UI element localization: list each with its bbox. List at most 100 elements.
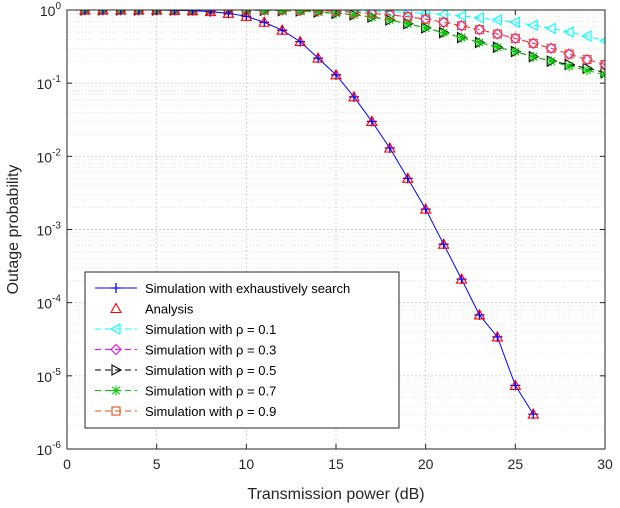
data-point xyxy=(473,308,486,320)
data-point xyxy=(492,29,502,39)
x-tick-label: 30 xyxy=(597,456,613,472)
data-point xyxy=(330,68,342,80)
data-point xyxy=(114,10,127,15)
x-axis-label: Transmission power (dB) xyxy=(247,486,424,503)
legend-label: Simulation with ρ = 0.7 xyxy=(145,384,276,399)
ticks: 0 5 10 15 20 25 30 100 10-1 10-2 10-3 10-4 10-5 10-6 xyxy=(37,1,613,472)
data-point xyxy=(421,14,431,24)
data-point xyxy=(420,22,431,33)
data-point xyxy=(365,115,378,126)
series-layer xyxy=(78,10,605,420)
x-tick-label: 15 xyxy=(328,456,344,472)
data-point xyxy=(509,16,520,29)
legend: Simulation with exhaustively search Analy… xyxy=(84,271,400,429)
data-point xyxy=(474,25,485,35)
data-point xyxy=(384,15,395,26)
data-point xyxy=(313,10,323,16)
legend-label: Simulation with exhaustively search xyxy=(145,281,350,296)
data-point xyxy=(474,37,485,48)
x-tick-label: 25 xyxy=(508,456,524,472)
data-point xyxy=(455,19,468,32)
x-tick-label: 10 xyxy=(239,456,255,472)
x-tick-label: 20 xyxy=(418,456,434,472)
data-point xyxy=(509,379,522,390)
data-point xyxy=(455,272,468,284)
data-point xyxy=(563,26,574,38)
data-point xyxy=(546,43,556,53)
legend-entry: Simulation with ρ = 0.7 xyxy=(95,384,276,399)
legend-entry: Simulation with ρ = 0.1 xyxy=(95,322,276,337)
data-point xyxy=(510,46,521,57)
data-point xyxy=(277,10,288,16)
legend-label: Simulation with ρ = 0.1 xyxy=(145,322,276,337)
data-point xyxy=(383,141,396,153)
x-tick-label: 5 xyxy=(153,456,161,472)
data-point xyxy=(456,21,467,31)
data-point xyxy=(545,42,557,55)
legend-marker xyxy=(111,283,121,293)
data-point xyxy=(258,16,271,27)
y-tick-label: 10-1 xyxy=(37,74,62,92)
y-axis-label: Outage probability xyxy=(5,165,22,295)
legend-marker xyxy=(109,323,121,335)
legend-entry: Analysis xyxy=(110,302,194,317)
data-point xyxy=(439,17,449,27)
y-tick-label: 10-5 xyxy=(37,367,62,385)
y-tick-label: 100 xyxy=(40,1,62,19)
data-point xyxy=(455,10,467,22)
legend-entry: Simulation with ρ = 0.5 xyxy=(95,363,276,378)
data-point xyxy=(545,22,556,35)
data-point xyxy=(204,10,217,17)
data-point xyxy=(437,16,450,29)
y-tick-label: 10-6 xyxy=(37,440,62,458)
data-point xyxy=(600,66,605,79)
data-point xyxy=(527,37,540,50)
data-point xyxy=(403,12,413,22)
legend-box xyxy=(84,271,400,429)
data-point xyxy=(222,10,235,18)
legend-marker xyxy=(111,364,123,376)
data-point xyxy=(527,407,540,419)
y-tick-label: 10-4 xyxy=(37,294,62,312)
legend-marker xyxy=(111,406,121,416)
data-point xyxy=(312,51,325,63)
data-point xyxy=(473,23,486,36)
data-point xyxy=(528,51,539,62)
data-point xyxy=(582,55,592,65)
x-tick-label: 0 xyxy=(63,456,71,472)
data-point xyxy=(580,30,592,43)
y-tick-label: 10-2 xyxy=(37,147,62,165)
data-point xyxy=(295,10,306,16)
data-point xyxy=(437,10,449,21)
data-point xyxy=(527,19,538,32)
data-point xyxy=(491,14,502,26)
data-point xyxy=(79,10,90,15)
data-point xyxy=(133,10,144,15)
data-point xyxy=(419,202,432,214)
data-point xyxy=(456,32,467,43)
legend-label: Analysis xyxy=(145,302,194,317)
data-point xyxy=(438,27,449,38)
series-line xyxy=(84,10,605,76)
data-point xyxy=(347,90,360,102)
data-point xyxy=(367,10,377,18)
data-point xyxy=(491,330,504,342)
data-point xyxy=(276,24,289,35)
data-point xyxy=(294,35,307,47)
legend-entry: Simulation with exhaustively search xyxy=(95,281,350,296)
data-point xyxy=(582,65,593,76)
legend-label: Simulation with ρ = 0.5 xyxy=(145,363,276,378)
data-point xyxy=(313,10,324,17)
y-tick-label: 10-3 xyxy=(37,221,62,239)
data-point xyxy=(581,53,593,66)
data-point xyxy=(564,49,574,59)
data-point xyxy=(528,38,538,48)
legend-entry: Simulation with ρ = 0.9 xyxy=(95,404,276,419)
legend-marker xyxy=(111,385,121,396)
series-line xyxy=(84,10,605,42)
data-point xyxy=(599,58,605,71)
data-point xyxy=(277,10,287,15)
data-point xyxy=(563,48,575,60)
data-point xyxy=(402,18,413,29)
data-point xyxy=(509,32,522,45)
